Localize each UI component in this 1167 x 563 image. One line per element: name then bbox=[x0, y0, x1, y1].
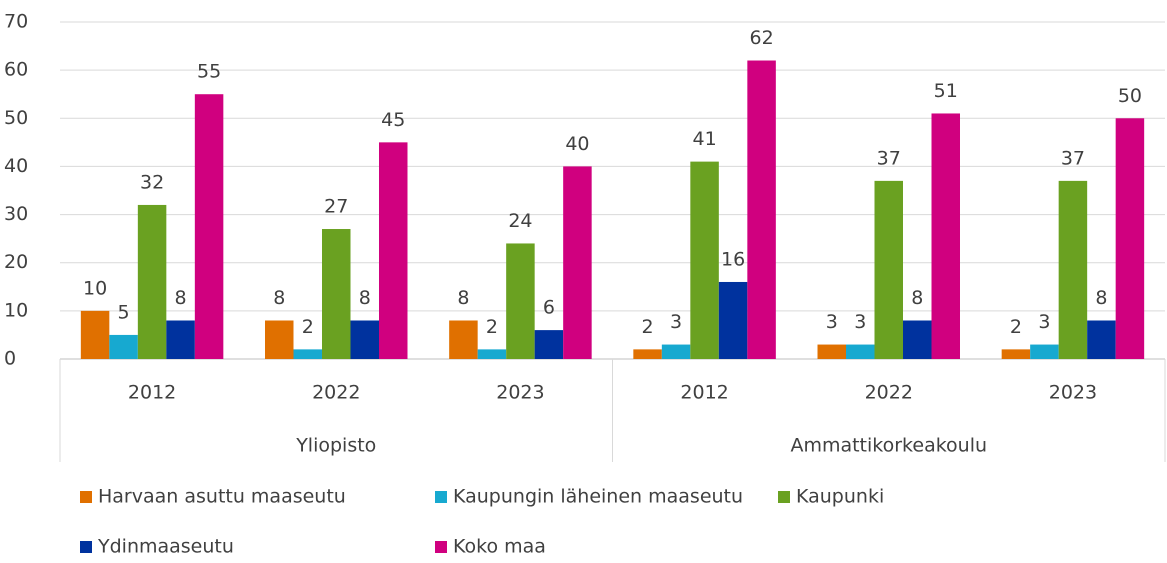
y-tick-label: 50 bbox=[4, 107, 28, 129]
value-label: 10 bbox=[83, 277, 107, 299]
x-tick-label: 2022 bbox=[312, 382, 360, 404]
x-tick-label: 2023 bbox=[1049, 382, 1097, 404]
bar bbox=[903, 320, 932, 359]
bar bbox=[1058, 180, 1088, 359]
legend-label: Harvaan asuttu maaseutu bbox=[98, 486, 346, 508]
bar bbox=[874, 180, 903, 359]
value-label: 6 bbox=[543, 297, 555, 319]
value-label: 55 bbox=[197, 61, 221, 83]
value-label: 2 bbox=[642, 316, 654, 338]
bar bbox=[1001, 349, 1031, 359]
y-tick-label: 20 bbox=[4, 251, 28, 273]
value-label: 51 bbox=[934, 80, 958, 102]
value-label: 16 bbox=[721, 248, 745, 270]
bar bbox=[80, 310, 110, 359]
bar bbox=[350, 320, 379, 359]
value-label: 41 bbox=[692, 128, 716, 150]
value-label: 8 bbox=[359, 287, 371, 309]
bar bbox=[137, 204, 167, 359]
bar bbox=[1087, 320, 1116, 359]
value-label: 3 bbox=[854, 311, 866, 333]
value-label: 8 bbox=[175, 287, 187, 309]
legend-label: Kaupunki bbox=[796, 486, 884, 508]
value-label: 8 bbox=[457, 287, 469, 309]
value-label: 24 bbox=[508, 210, 532, 232]
y-tick-label: 40 bbox=[4, 155, 28, 177]
value-label: 32 bbox=[140, 171, 164, 193]
y-tick-label: 60 bbox=[4, 59, 28, 81]
value-label: 40 bbox=[565, 133, 589, 155]
bar bbox=[718, 281, 748, 359]
legend-swatch bbox=[80, 541, 92, 553]
bar bbox=[846, 344, 875, 359]
x-tick-label: 2012 bbox=[680, 382, 728, 404]
legend-swatch bbox=[80, 491, 92, 503]
y-tick-label: 30 bbox=[4, 203, 28, 225]
value-label: 2 bbox=[1010, 316, 1022, 338]
group-label: Yliopisto bbox=[295, 435, 376, 457]
value-label: 3 bbox=[826, 311, 838, 333]
bar bbox=[265, 320, 294, 359]
group-label: Ammattikorkeakoulu bbox=[790, 435, 987, 457]
bar bbox=[506, 243, 535, 359]
value-label: 27 bbox=[324, 196, 348, 218]
bar bbox=[747, 60, 776, 360]
legend-swatch bbox=[435, 491, 447, 503]
value-label: 5 bbox=[118, 301, 130, 323]
x-tick-label: 2022 bbox=[865, 382, 913, 404]
bar bbox=[293, 349, 322, 359]
value-label: 45 bbox=[381, 109, 405, 131]
value-label: 50 bbox=[1118, 85, 1142, 107]
bar bbox=[194, 94, 224, 359]
value-label: 8 bbox=[273, 287, 285, 309]
value-label: 8 bbox=[1095, 287, 1107, 309]
bar bbox=[661, 344, 691, 359]
value-label: 37 bbox=[877, 147, 901, 169]
bar bbox=[931, 113, 960, 359]
bar bbox=[449, 320, 478, 359]
legend-label: Kaupungin läheinen maaseutu bbox=[453, 486, 743, 508]
bar bbox=[379, 142, 408, 359]
bar bbox=[322, 229, 351, 359]
x-tick-label: 2023 bbox=[496, 382, 544, 404]
y-tick-label: 10 bbox=[4, 299, 28, 321]
bar bbox=[817, 344, 846, 359]
value-label: 2 bbox=[486, 316, 498, 338]
bar bbox=[166, 320, 195, 359]
value-label: 62 bbox=[749, 27, 773, 49]
value-label: 3 bbox=[1038, 311, 1050, 333]
y-tick-label: 0 bbox=[4, 348, 16, 370]
legend-swatch bbox=[778, 491, 790, 503]
bar bbox=[1115, 118, 1145, 360]
bar bbox=[477, 349, 507, 359]
legend-swatch bbox=[435, 541, 447, 553]
legend-label: Ydinmaaseutu bbox=[97, 536, 234, 558]
bar bbox=[563, 166, 592, 359]
bar bbox=[1030, 344, 1059, 359]
bar bbox=[690, 161, 719, 359]
legend-label: Koko maa bbox=[453, 536, 546, 558]
bar bbox=[633, 349, 662, 359]
value-label: 8 bbox=[911, 287, 923, 309]
value-label: 2 bbox=[302, 316, 314, 338]
value-label: 37 bbox=[1061, 147, 1085, 169]
y-tick-label: 70 bbox=[4, 11, 28, 33]
value-label: 3 bbox=[670, 311, 682, 333]
bar bbox=[534, 330, 564, 359]
bar bbox=[109, 334, 138, 359]
x-tick-label: 2012 bbox=[128, 382, 176, 404]
